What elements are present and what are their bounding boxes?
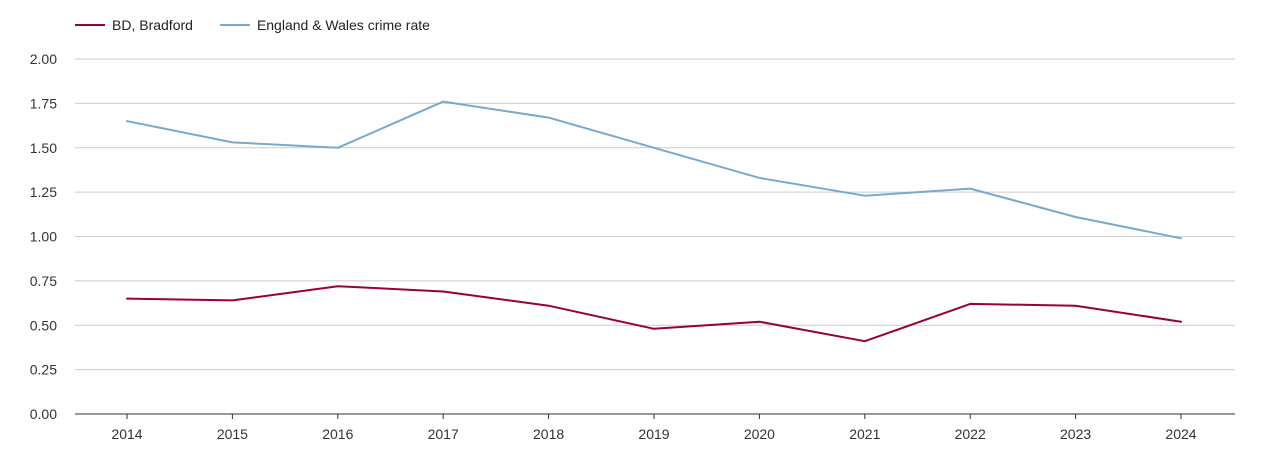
chart-legend: BD, Bradford England & Wales crime rate — [75, 17, 430, 33]
x-axis: 2014 2015 2016 2017 2018 2019 2020 2021 2022 2023… — [75, 413, 1235, 442]
x-tick-label: 2023 — [1060, 426, 1091, 442]
x-tick-label: 2014 — [111, 426, 142, 442]
x-tick-label: 2016 — [322, 426, 353, 442]
y-axis: 0.00 0.25 0.50 0.75 1.00 1.25 1.50 1.75 2.00 — [30, 51, 57, 422]
series-line-0 — [126, 285, 1182, 343]
y-tick-label: 1.75 — [30, 95, 57, 111]
y-tick-label: 0.00 — [30, 406, 57, 422]
x-tick-label: 2024 — [1165, 426, 1196, 442]
x-tick-label: 2018 — [533, 426, 564, 442]
x-tick-label: 2021 — [849, 426, 880, 442]
x-tick-label: 2017 — [428, 426, 459, 442]
x-tick-label: 2022 — [955, 426, 986, 442]
y-tick-label: 0.25 — [30, 362, 57, 378]
x-tick-label: 2019 — [638, 426, 669, 442]
y-tick-label: 2.00 — [30, 51, 57, 67]
x-tick-label: 2015 — [217, 426, 248, 442]
chart-gridlines — [75, 58, 1235, 371]
series-line-1 — [126, 100, 1182, 240]
y-tick-label: 1.25 — [30, 184, 57, 200]
y-tick-label: 0.50 — [30, 317, 57, 333]
y-tick-label: 1.50 — [30, 140, 57, 156]
y-tick-label: 1.00 — [30, 229, 57, 245]
legend-label: BD, Bradford — [112, 17, 193, 33]
y-tick-label: 0.75 — [30, 273, 57, 289]
legend-label: England & Wales crime rate — [257, 17, 430, 33]
chart-series — [126, 100, 1182, 343]
x-tick-label: 2020 — [744, 426, 775, 442]
